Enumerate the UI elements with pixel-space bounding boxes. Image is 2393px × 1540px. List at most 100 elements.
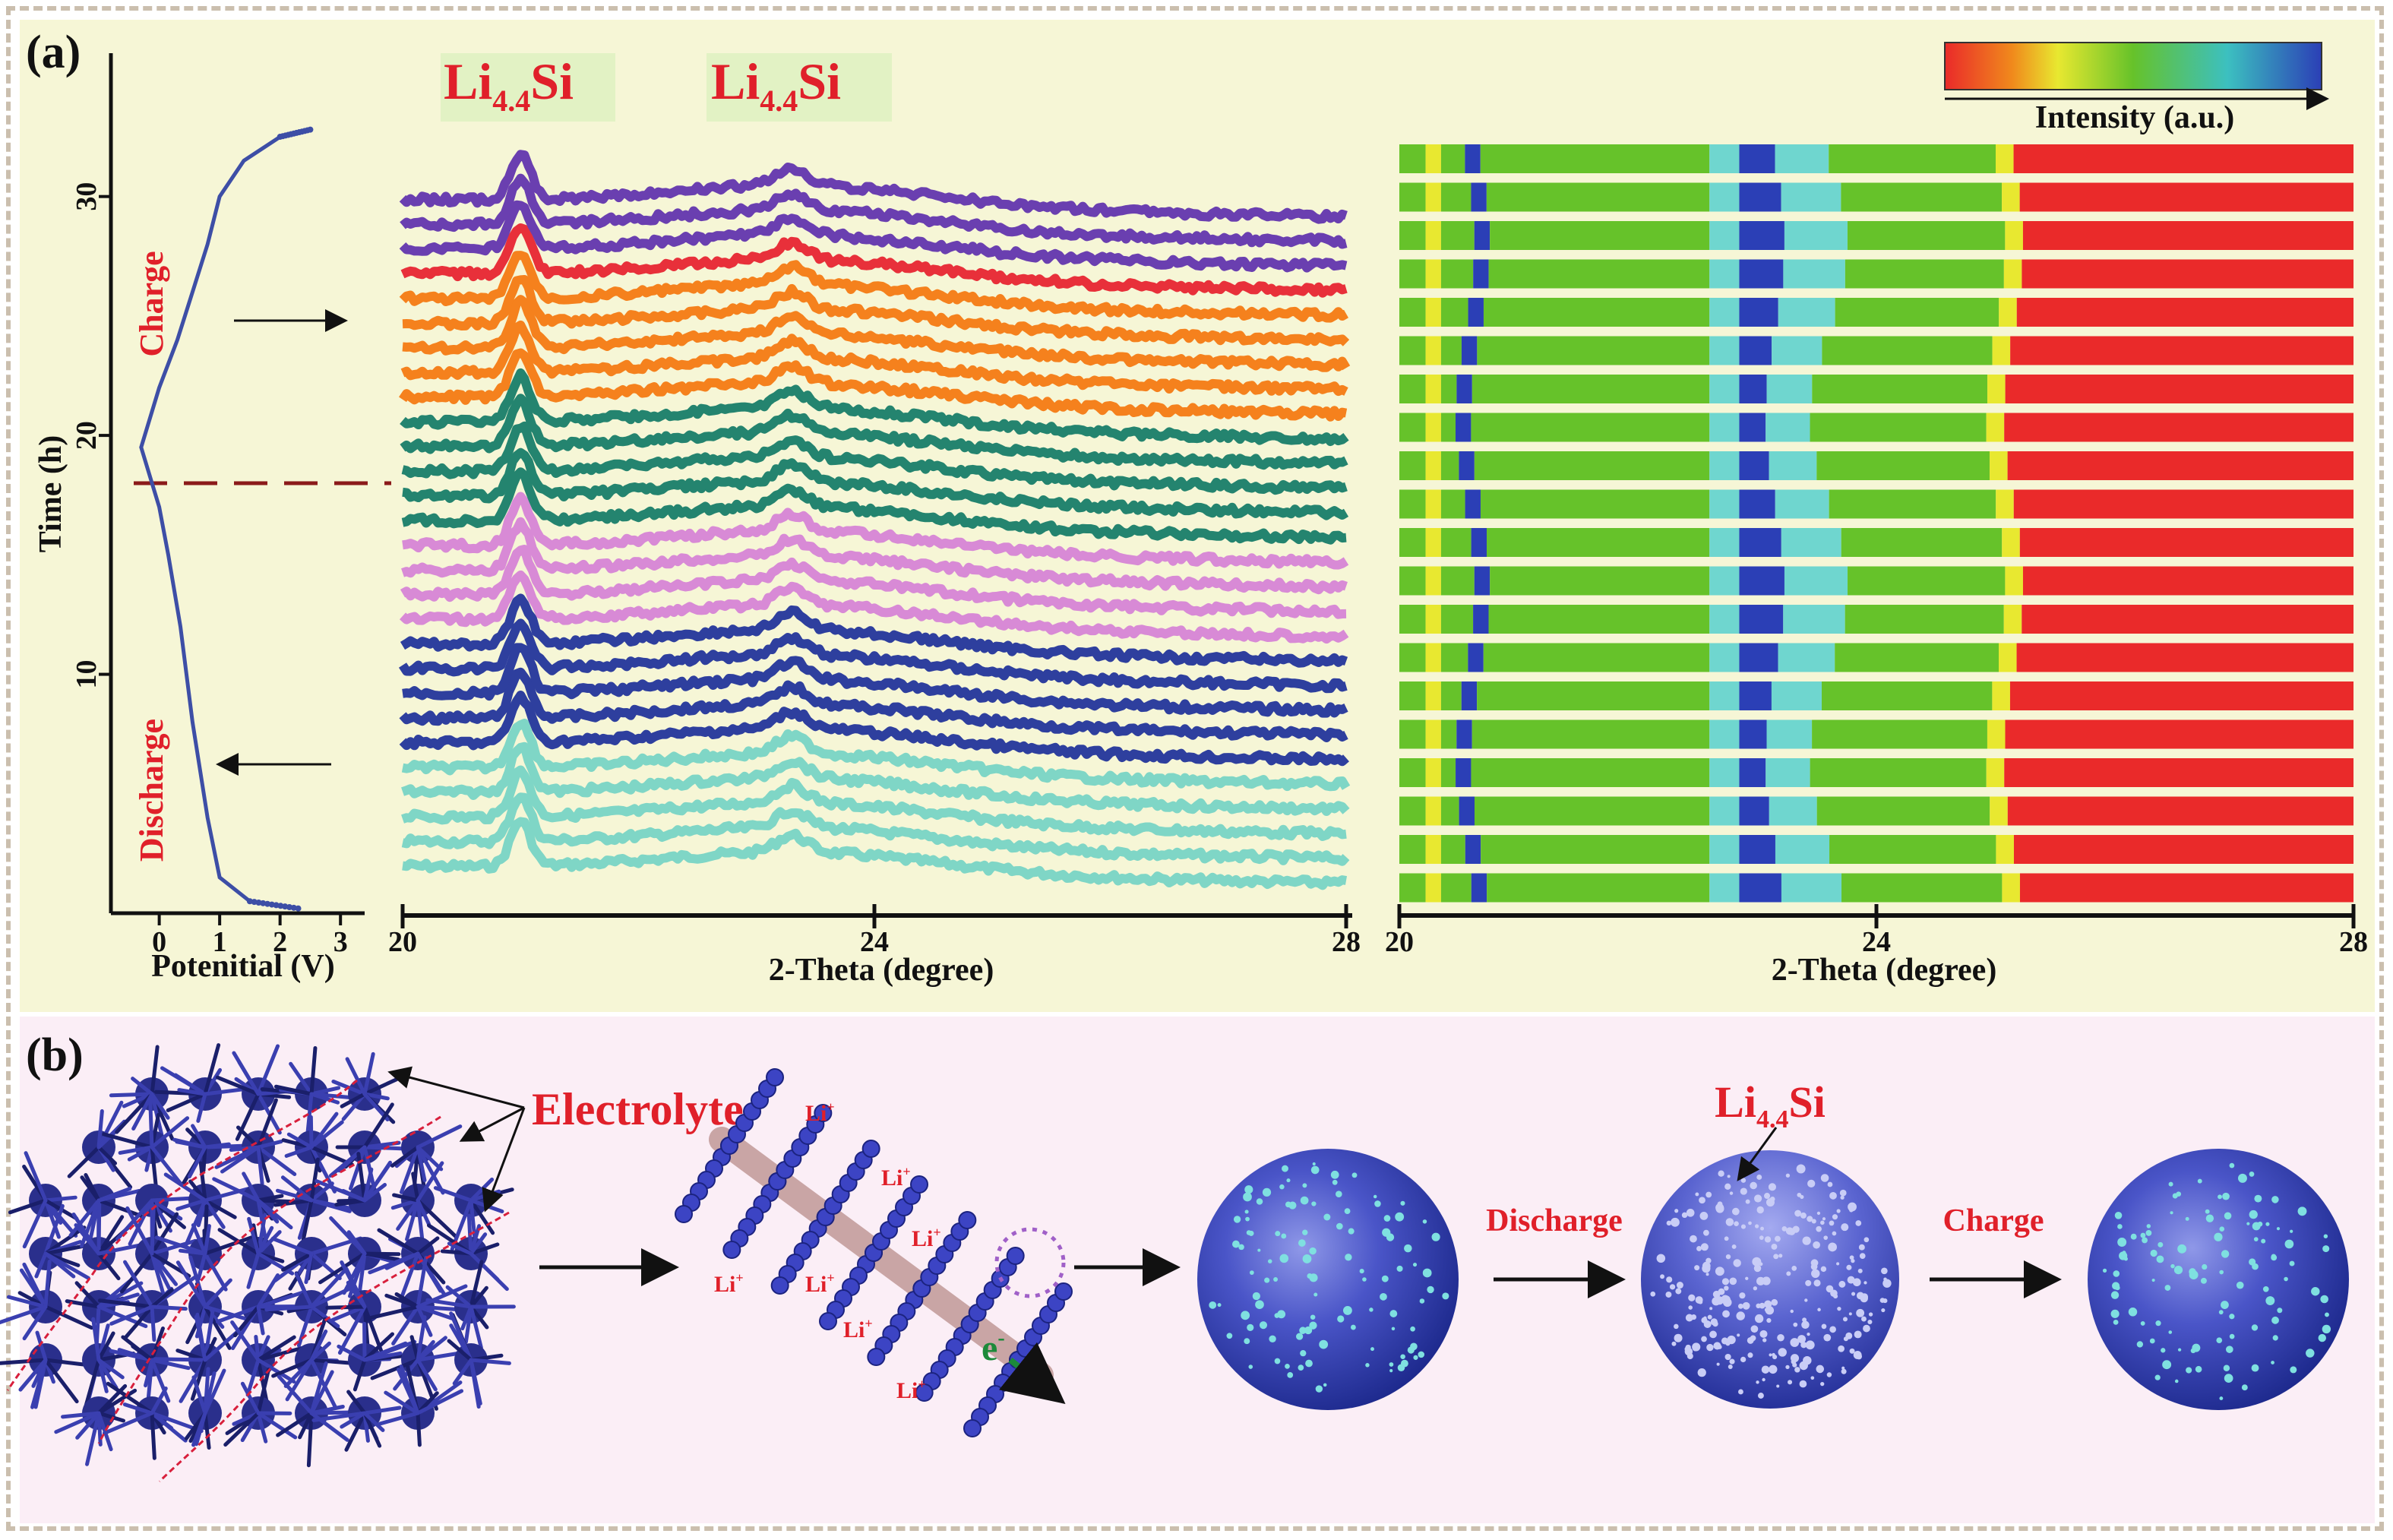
sphere-speck (1768, 1183, 1776, 1191)
xrd-pattern (401, 467, 1347, 545)
framework-spike (271, 1358, 314, 1378)
sphere-speck (1868, 1312, 1873, 1317)
sphere-speck (2262, 1285, 2269, 1292)
heatmap-cell (1709, 719, 1740, 749)
sphere-speck (1715, 1296, 1724, 1305)
sphere-speck (1856, 1292, 1864, 1300)
heatmap-cell (1772, 336, 1822, 365)
sphere-speck (1671, 1341, 1677, 1346)
heatmap-cell (1992, 336, 2011, 365)
framework-spike (340, 1411, 367, 1429)
xrd-pattern (400, 173, 1348, 249)
sphere-speck (1800, 1342, 1807, 1349)
sphere-speck (2229, 1314, 2235, 1320)
framework-spike (118, 1145, 154, 1155)
sphere-speck (1724, 1353, 1731, 1361)
framework-spike (96, 1202, 102, 1256)
sphere-speck (1688, 1305, 1693, 1310)
sphere-speck (1841, 1368, 1847, 1374)
framework-spike (242, 1172, 261, 1203)
sphere-speck (1217, 1303, 1222, 1308)
heatmap-cell (1812, 719, 1987, 749)
sphere-speck (1867, 1319, 1873, 1325)
sphere-speck (2290, 1366, 2297, 1374)
framework-spike (203, 1368, 226, 1415)
framework-spike (97, 1298, 154, 1309)
sphere-speck (1410, 1326, 1415, 1332)
nanowire-bead (770, 1276, 789, 1295)
sphere-speck (2145, 1230, 2152, 1236)
sphere-speck (1883, 1277, 1887, 1282)
sphere-speck (1761, 1365, 1770, 1374)
sphere-speck (1422, 1268, 1432, 1278)
sphere-speck (1391, 1327, 1396, 1331)
heatmap-cell (1399, 336, 1426, 365)
sphere-speck (1832, 1231, 1837, 1236)
sphere-speck (1881, 1267, 1888, 1275)
sphere-speck (2177, 1244, 2187, 1254)
heatmap-cell (1461, 681, 1478, 710)
sphere-speck (1760, 1226, 1764, 1231)
sphere-speck (1820, 1174, 1829, 1182)
sphere-speck (2219, 1396, 2224, 1400)
sphere-speck (1804, 1298, 1808, 1302)
heatmap-cell (1440, 796, 1459, 826)
heatmap-cell (1480, 489, 1710, 519)
sphere-speck (1209, 1301, 1217, 1309)
sphere-speck (1660, 1274, 1664, 1279)
heatmap-cell (1739, 375, 1767, 403)
framework-spike (91, 1317, 101, 1362)
sphere-speck (2252, 1222, 2261, 1231)
framework-spike (153, 1357, 207, 1362)
sphere-speck (2271, 1254, 2277, 1260)
sphere-speck (2205, 1214, 2214, 1222)
sphere-speck (1656, 1254, 1666, 1263)
sphere-speck (1777, 1333, 1784, 1342)
framework-spike (65, 1299, 101, 1309)
framework-spike (416, 1198, 459, 1239)
heatmap-cell (1841, 182, 2003, 212)
sphere-speck (1383, 1215, 1391, 1222)
framework-spike (203, 1142, 231, 1149)
framework-spike (447, 1241, 473, 1256)
framework-spike (102, 1411, 154, 1435)
heatmap-xtick-label: 20 (1385, 926, 1414, 958)
framework-spike (416, 1351, 460, 1362)
sphere-speck (1248, 1364, 1253, 1369)
sphere-speck (1755, 1224, 1759, 1229)
sphere-speck (1816, 1225, 1822, 1232)
framework-spike (392, 1193, 420, 1203)
nanowire-bead (722, 1241, 741, 1259)
heatmap-cell (1474, 451, 1710, 480)
framework-spike (150, 1145, 158, 1189)
sphere-speck (1813, 1241, 1820, 1249)
framework-spike (304, 1251, 314, 1285)
heatmap-cell (1399, 144, 1426, 173)
heatmap-cell (1990, 451, 2008, 480)
heatmap-cell (1848, 566, 2006, 596)
sphere-speck (1823, 1235, 1829, 1240)
framework-spike (416, 1236, 440, 1256)
sphere-speck (2249, 1210, 2258, 1219)
sphere-speck (1807, 1332, 1810, 1336)
heatmap-cell (1739, 643, 1778, 672)
sphere-speck (1300, 1196, 1309, 1205)
framework-spike (294, 1272, 314, 1309)
sphere-speck (1738, 1389, 1743, 1395)
framework-spike (370, 1358, 420, 1380)
sphere-speck (1794, 1367, 1800, 1373)
heatmap-cell (1440, 375, 1457, 403)
sphere-speck (1309, 1247, 1317, 1255)
sphere-speck (1811, 1219, 1816, 1224)
sphere-speck (1813, 1279, 1821, 1287)
sphere-speck (1769, 1364, 1778, 1374)
sphere-speck (1729, 1191, 1734, 1195)
xrd-xtick-label: 28 (1332, 926, 1361, 958)
sphere-speck (1311, 1201, 1317, 1206)
sphere-speck (1753, 1194, 1762, 1203)
sphere-speck (1413, 1355, 1418, 1360)
framework-spike (309, 1361, 328, 1415)
heatmap-cell (1986, 413, 2005, 442)
sphere-speck (2265, 1296, 2275, 1306)
heatmap-cell (1709, 336, 1740, 365)
